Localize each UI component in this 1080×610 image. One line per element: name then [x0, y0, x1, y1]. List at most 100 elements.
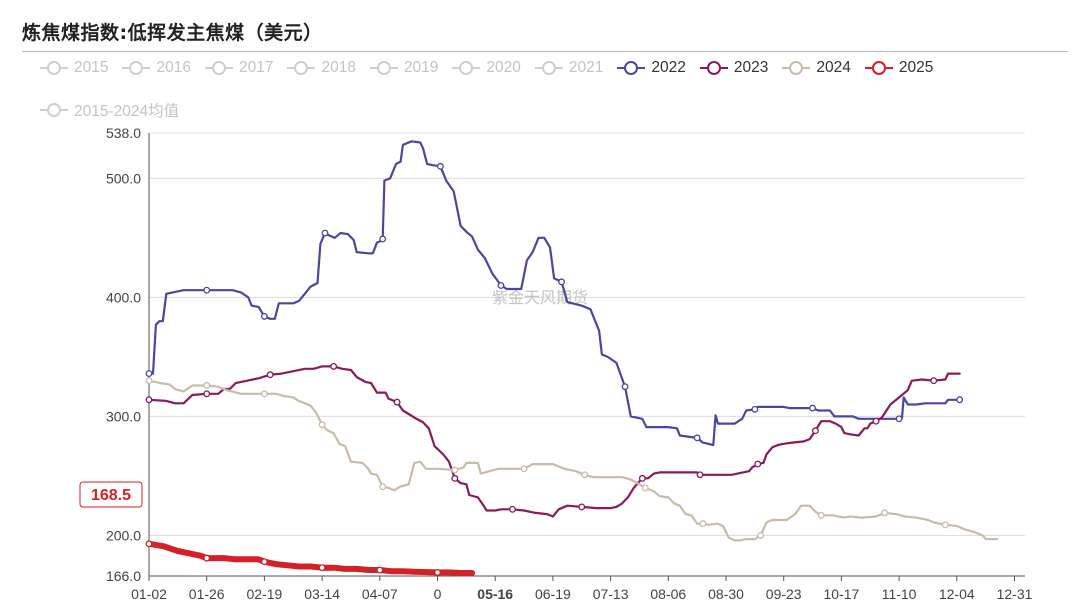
legend-item-2015-2024均值[interactable]: 2015-2024均值 — [40, 100, 179, 120]
data-point-2022[interactable] — [621, 383, 629, 391]
x-tick-label: 03-14 — [304, 586, 340, 602]
data-point-2023[interactable] — [509, 505, 516, 513]
data-point-2024[interactable] — [581, 471, 589, 479]
legend-label: 2015-2024均值 — [74, 103, 180, 120]
legend-marker-icon — [287, 61, 316, 75]
legend-item-2016[interactable]: 2016 — [122, 58, 191, 78]
data-point-2024[interactable] — [260, 390, 268, 398]
x-tick-label: 06-19 — [535, 586, 571, 602]
data-point-2023[interactable] — [451, 474, 459, 482]
data-point-2023[interactable] — [203, 390, 211, 398]
legend-item-2015[interactable]: 2015 — [40, 58, 108, 78]
data-point-2023[interactable] — [754, 460, 762, 468]
data-point-2022[interactable] — [895, 415, 903, 423]
legend-marker-icon — [122, 61, 151, 75]
legend-label: 2018 — [321, 59, 356, 76]
data-point-2022[interactable] — [203, 286, 211, 294]
y-tick-label: 166.0 — [106, 568, 141, 584]
data-point-2022[interactable] — [809, 404, 816, 412]
legend-item-2020[interactable]: 2020 — [452, 58, 521, 78]
x-tick-label: 02-19 — [246, 586, 282, 602]
x-tick-label: 12-31 — [997, 586, 1033, 602]
legend-marker-icon — [782, 61, 811, 75]
legend-item-2021[interactable]: 2021 — [534, 58, 604, 78]
x-tick-label: 0 — [434, 586, 442, 602]
data-point-2022[interactable] — [145, 370, 153, 378]
data-point-2024[interactable] — [757, 532, 765, 539]
legend-item-2025[interactable]: 2025 — [864, 58, 934, 78]
data-point-2024[interactable] — [318, 421, 326, 429]
legend-label: 2023 — [733, 59, 769, 76]
data-point-2025[interactable] — [318, 564, 326, 572]
data-point-2025[interactable] — [260, 558, 268, 566]
data-point-2025[interactable] — [376, 566, 384, 574]
legend-label: 2021 — [568, 59, 604, 76]
data-point-2024[interactable] — [145, 377, 153, 385]
series-line-2025 — [146, 540, 476, 576]
x-tick-label: 11-10 — [882, 586, 917, 602]
legend: 2015 2016 2017 2018 2019 2020 2021 2022 2023 2024… — [40, 58, 1060, 120]
data-point-2024[interactable] — [203, 382, 211, 389]
data-point-2023[interactable] — [393, 398, 401, 406]
data-point-2022[interactable] — [956, 396, 964, 404]
legend-item-2022[interactable]: 2022 — [617, 58, 686, 78]
data-point-2024[interactable] — [451, 466, 459, 474]
legend-item-2017[interactable]: 2017 — [204, 58, 273, 78]
current-value-badge: 168.5 — [79, 481, 143, 508]
data-point-2022[interactable] — [321, 229, 329, 237]
data-point-2023[interactable] — [930, 377, 938, 385]
data-point-2022[interactable] — [497, 281, 505, 289]
data-point-2023[interactable] — [578, 503, 586, 511]
data-point-2025[interactable] — [434, 568, 441, 576]
legend-label: 2015 — [74, 59, 109, 76]
legend-item-2024[interactable]: 2024 — [782, 58, 851, 78]
legend-label: 2025 — [898, 59, 934, 76]
data-point-2023[interactable] — [266, 371, 274, 379]
x-tick-label: 01-02 — [131, 586, 167, 602]
y-tick-label: 300.0 — [106, 408, 141, 424]
data-point-2022[interactable] — [436, 162, 444, 170]
data-point-2024[interactable] — [881, 509, 889, 517]
data-point-2024[interactable] — [941, 521, 949, 529]
chart-title: 炼焦煤指数:低挥发主焦煤（美元） — [22, 22, 323, 44]
data-point-2024[interactable] — [379, 483, 387, 491]
legend-marker-icon — [864, 61, 893, 75]
legend-marker-icon — [452, 61, 481, 75]
data-point-2022[interactable] — [751, 405, 759, 413]
data-point-2024[interactable] — [699, 520, 707, 528]
legend-label: 2019 — [403, 59, 439, 76]
y-tick-label: 200.0 — [106, 528, 141, 544]
data-point-2024[interactable] — [520, 465, 528, 473]
data-point-2023[interactable] — [696, 471, 704, 479]
data-point-2023[interactable] — [145, 396, 153, 404]
y-tick-label: 500.0 — [106, 170, 141, 186]
legend-marker-icon — [534, 61, 563, 75]
legend-item-2019[interactable]: 2019 — [369, 58, 439, 78]
data-point-2023[interactable] — [638, 474, 646, 482]
title-divider — [22, 51, 1068, 52]
data-point-2022[interactable] — [558, 278, 566, 286]
x-tick-label: 08-30 — [708, 586, 744, 602]
data-point-2023[interactable] — [872, 417, 880, 425]
data-point-2025[interactable] — [203, 554, 211, 562]
x-tick-label: 12-04 — [939, 586, 975, 602]
data-point-2022[interactable] — [693, 434, 701, 442]
data-point-2022[interactable] — [260, 312, 268, 320]
legend-item-2023[interactable]: 2023 — [699, 58, 769, 78]
series-line-2024 — [147, 379, 999, 542]
legend-marker-icon — [617, 61, 646, 75]
x-tick-label: 07-13 — [593, 586, 629, 602]
data-point-2024[interactable] — [817, 511, 825, 519]
legend-item-2018[interactable]: 2018 — [287, 58, 356, 78]
legend-label: 2020 — [486, 59, 521, 76]
current-value-label: 168.5 — [91, 487, 131, 504]
x-tick-label: 10-17 — [823, 586, 859, 602]
data-point-2022[interactable] — [379, 235, 387, 243]
data-point-2025[interactable] — [145, 540, 153, 548]
legend-marker-icon — [40, 61, 68, 75]
data-point-2023[interactable] — [811, 427, 819, 435]
data-point-2023[interactable] — [330, 362, 338, 370]
data-point-2024[interactable] — [641, 484, 649, 492]
x-tick-label: 01-26 — [189, 586, 225, 602]
